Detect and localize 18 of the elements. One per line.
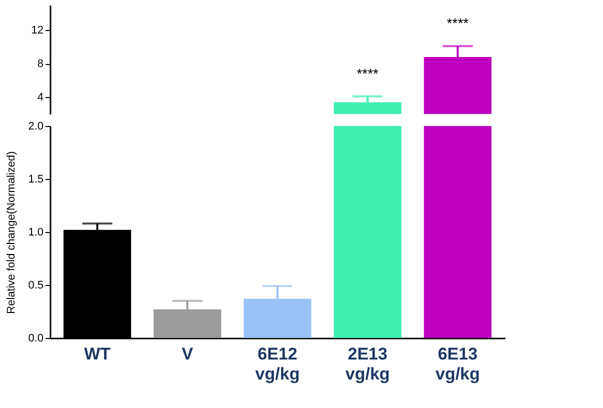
y-tick-label: 8 <box>37 58 44 70</box>
y-tick-label: 12 <box>31 24 44 37</box>
y-tick-label: 2.0 <box>28 120 44 132</box>
annotation: **** <box>356 65 380 82</box>
y-tick-label: 4 <box>37 92 44 104</box>
y-tick-label: 1.5 <box>28 174 44 186</box>
y-tick-label: 0.5 <box>28 280 44 292</box>
x-tick-label: 2E13 vg/kg <box>345 344 390 384</box>
y-axis-title: Relative fold change(Normalized) <box>6 151 18 314</box>
x-tick-label: 6E13 vg/kg <box>435 344 480 384</box>
y-tick-label: 1.0 <box>28 226 44 238</box>
bar <box>334 126 402 338</box>
bar <box>424 126 492 338</box>
x-tick-label: V <box>182 344 194 364</box>
x-tick-label: 6E12 vg/kg <box>255 344 300 384</box>
y-tick-label: 0.0 <box>28 332 44 344</box>
x-tick-label: WT <box>84 344 112 364</box>
annotation: **** <box>446 15 470 32</box>
